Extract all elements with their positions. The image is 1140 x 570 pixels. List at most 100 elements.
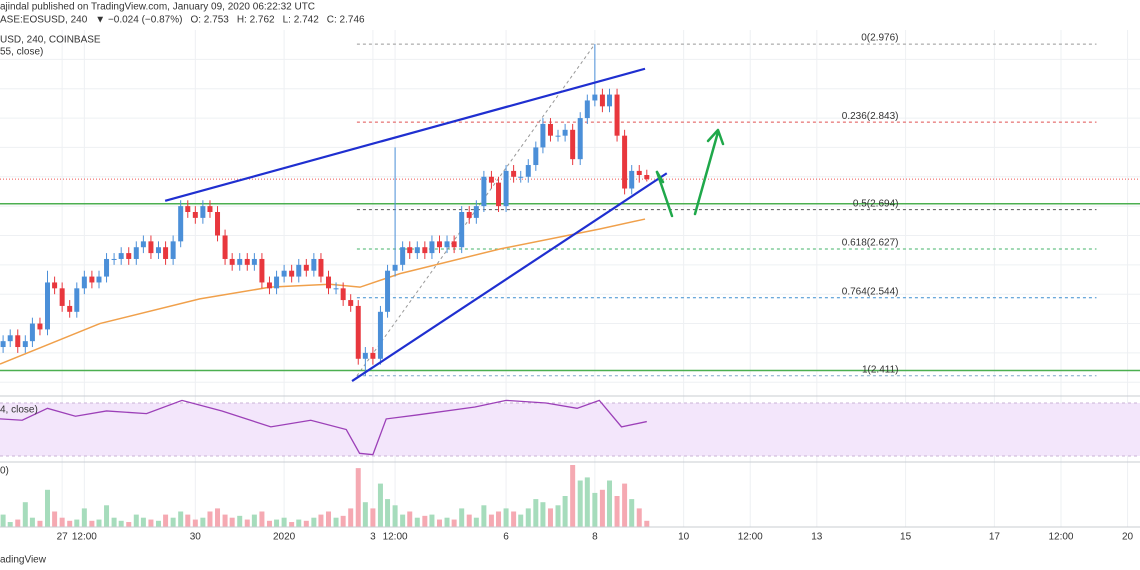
volume-bar (348, 508, 354, 527)
volume-bar (414, 517, 420, 527)
candle-body (207, 206, 213, 212)
trendline (164, 67, 646, 202)
volume-bar (281, 517, 287, 527)
header-text: ▼ −0.024 (−0.87%) (95, 15, 182, 26)
volume-bar (562, 496, 568, 527)
candle-body (370, 352, 376, 359)
price-pane (0, 43, 1140, 383)
candle-body (473, 206, 479, 218)
candle-body (0, 341, 6, 348)
candle-body (140, 241, 146, 248)
volume-bar (466, 514, 472, 527)
candle-body (163, 247, 169, 259)
volume-bar (192, 519, 198, 527)
volume-bar (15, 519, 21, 527)
volume-bar (74, 519, 80, 527)
candle-body (126, 253, 132, 259)
candle-body (503, 170, 509, 207)
x-tick-label: 27 (57, 532, 69, 543)
candle-body (133, 247, 139, 259)
candle-body (518, 176, 524, 178)
volume-bar (444, 517, 450, 527)
volume-bar (599, 489, 605, 527)
volume-bar (244, 519, 250, 527)
volume-bar (237, 515, 243, 527)
candle-body (81, 276, 87, 289)
volume-bar (81, 508, 87, 527)
volume-bar (67, 520, 73, 527)
volume-bar (385, 499, 391, 527)
header-text: ASE:EOSUSD, 240 (0, 15, 88, 26)
volume-bar (274, 519, 280, 527)
volume-bar (326, 511, 332, 527)
x-tick-label: 12:00 (1048, 532, 1073, 543)
candle-body (192, 212, 198, 218)
candle-body (436, 241, 442, 248)
candle-body (466, 212, 472, 218)
volume-bar (229, 517, 235, 527)
candle-body (89, 276, 95, 283)
volume-bar (118, 520, 124, 527)
volume-bar (429, 514, 435, 527)
volume-bar (251, 514, 257, 527)
candle-body (377, 311, 383, 359)
candle-body (525, 165, 531, 177)
candle-body (459, 212, 465, 248)
volume-bar (96, 519, 102, 527)
x-tick-label: 17 (989, 532, 1001, 543)
volume-bar (111, 517, 117, 527)
candle-body (414, 247, 420, 254)
candle-body (599, 94, 605, 107)
publish-info: ajindal published on TradingView.com, Ja… (0, 2, 315, 13)
volume-bar (511, 511, 517, 527)
volume-bar (37, 520, 43, 527)
candle-body (170, 241, 176, 259)
candle-body (540, 123, 546, 148)
candle-body (96, 276, 102, 283)
volume-bar (459, 508, 465, 527)
candle-body (296, 264, 302, 277)
candle-body (244, 258, 250, 265)
volume-bar (296, 519, 302, 527)
candle-body (614, 94, 620, 136)
volume-bar (52, 511, 58, 527)
volume-bar (555, 505, 561, 527)
arrow (655, 170, 674, 218)
volume-bar (644, 520, 650, 527)
volume-bar (170, 517, 176, 527)
symbol-line: ASE:EOSUSD, 240 ▼ −0.024 (−0.87%) O: 2.753… (0, 15, 365, 26)
volume-bar (89, 520, 95, 527)
footer: adingView (0, 555, 47, 566)
volume-bar (377, 483, 383, 527)
volume-bar (629, 499, 635, 527)
volume-bar (207, 511, 213, 527)
volume-bar (636, 508, 642, 527)
volume-bar (126, 522, 132, 527)
volume-bar (362, 502, 368, 527)
volume-bar (178, 511, 184, 527)
moving-average (0, 218, 646, 365)
volume-bar (185, 514, 191, 527)
candle-body (511, 170, 517, 177)
candle-body (274, 276, 280, 289)
candle-body (392, 264, 398, 271)
volume-bar (584, 477, 590, 527)
candle-body (45, 282, 50, 330)
candle-body (318, 258, 324, 277)
volume-bar (533, 499, 539, 527)
candle-body (385, 270, 391, 312)
x-tick-label: 8 (592, 532, 598, 543)
x-tick-label: 13 (811, 532, 823, 543)
fib-label: 1(2.411) (862, 364, 899, 375)
volume-bar (7, 522, 13, 527)
volume-bar (518, 514, 524, 527)
candle-body (592, 94, 598, 101)
arrow-head (706, 128, 725, 146)
candle-body (644, 175, 650, 180)
volume-bar (473, 517, 479, 527)
fib-label: 0.618(2.627) (842, 238, 899, 249)
volume-bar (570, 465, 576, 527)
volume-bar (303, 520, 309, 527)
volume-bar (133, 514, 139, 527)
candle-body (215, 212, 221, 236)
